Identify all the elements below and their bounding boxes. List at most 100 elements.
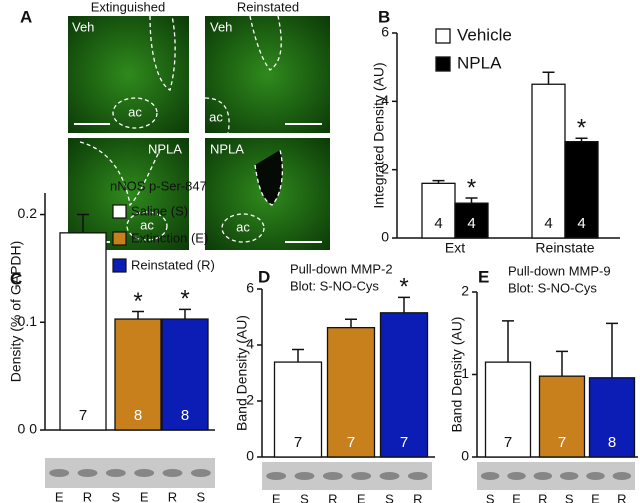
error-bar <box>432 179 445 184</box>
n-label: 4 <box>577 215 585 232</box>
error-bar <box>556 350 568 377</box>
panel-label: D <box>258 267 270 286</box>
lane-label: R <box>83 489 92 503</box>
lane-label: R <box>538 491 547 503</box>
y-axis-label: Band Density (AU) <box>234 315 250 431</box>
image-label: Veh <box>210 19 232 34</box>
blot-band <box>379 472 400 480</box>
y-tick-label: 0 0 <box>18 421 38 437</box>
legend-label: NPLA <box>457 53 502 72</box>
lane-label: S <box>385 491 394 503</box>
y-tick-label: 4 <box>381 92 389 108</box>
blot-image <box>45 458 215 488</box>
legend-label: Saline (S) <box>131 203 188 218</box>
y-tick-label: 2 <box>246 392 254 408</box>
error-bar <box>575 137 588 142</box>
bar <box>484 361 532 458</box>
error-bar <box>465 197 478 204</box>
blot-band <box>351 472 372 480</box>
x-tick-label: Ext <box>445 240 465 256</box>
blot-band <box>190 469 211 477</box>
error-bar <box>542 71 555 85</box>
chart-title: nNOS p-Ser-847 <box>110 178 207 193</box>
blot-band <box>586 472 605 480</box>
y-tick-label: 6 <box>246 280 254 296</box>
blot-image <box>262 462 432 490</box>
legend-label: Reinstated (R) <box>131 257 215 272</box>
blot-band <box>322 472 343 480</box>
y-tick-label: 1 <box>461 365 469 381</box>
lane-label: R <box>617 491 626 503</box>
lane-label: R <box>328 491 337 503</box>
lane-label: R <box>413 491 422 503</box>
y-tick-label: 0 <box>461 448 469 464</box>
bar <box>59 232 107 431</box>
panel-label: A <box>20 7 32 26</box>
error-bar <box>179 308 191 320</box>
micrograph: NPLA ac <box>68 138 189 250</box>
error-bar <box>398 296 410 313</box>
lane-label: E <box>272 491 281 503</box>
n-label: 7 <box>504 434 512 451</box>
n-label: 8 <box>134 407 142 424</box>
micrograph: Veh ac <box>204 15 330 134</box>
bar <box>564 140 599 239</box>
micrograph: Veh ac <box>68 15 189 133</box>
legend-swatch <box>112 204 127 219</box>
panel-label: B <box>378 7 390 26</box>
chart-title: Pull-down MMP-9 <box>508 263 611 278</box>
blot-band <box>266 472 287 480</box>
bar <box>538 375 586 458</box>
y-tick-label: 0 <box>246 448 254 464</box>
panel-label: C <box>10 269 22 288</box>
bar <box>379 312 429 458</box>
panel-label: E <box>478 267 489 286</box>
error-bar <box>292 348 304 363</box>
lane-label: R <box>168 489 177 503</box>
blot-band <box>77 469 98 477</box>
n-label: 7 <box>400 434 408 451</box>
blot-band <box>162 469 183 477</box>
y-axis-label: Integrated Density (AU) <box>371 62 387 208</box>
legend-label: Extinction (E) <box>131 230 208 245</box>
lane-label: E <box>591 491 600 503</box>
column-title: Extinguished <box>91 0 165 14</box>
column-title: Reinstated <box>237 0 299 14</box>
significance-marker: * <box>467 174 476 201</box>
blot-band <box>612 472 632 480</box>
error-bar <box>502 320 514 363</box>
lane-label: S <box>111 489 120 503</box>
bar <box>421 182 456 239</box>
blot-band <box>480 472 500 480</box>
error-bar <box>345 318 357 328</box>
n-label: 8 <box>608 434 616 451</box>
lane-label: E <box>357 491 366 503</box>
image-label: NPLA <box>210 141 244 156</box>
blot-band <box>559 472 579 480</box>
n-label: 7 <box>294 434 302 451</box>
lane-label: S <box>300 491 309 503</box>
n-label: 7 <box>558 434 566 451</box>
image-label: NPLA <box>148 141 182 156</box>
error-bar <box>132 310 144 320</box>
lane-label: S <box>196 489 205 503</box>
lane-label: S <box>565 491 574 503</box>
error-bar <box>606 322 618 378</box>
y-tick-label: 4 <box>246 336 254 352</box>
legend-swatch <box>112 231 127 246</box>
significance-marker: * <box>577 115 586 142</box>
legend-swatch <box>112 258 127 273</box>
y-tick-label: 0.1 <box>18 313 38 329</box>
region-label: ac <box>236 219 250 234</box>
significance-marker: * <box>399 274 408 301</box>
bar <box>588 377 636 458</box>
blot-band <box>507 472 526 480</box>
y-tick-label: 2 <box>461 283 469 299</box>
legend-swatch <box>435 28 451 44</box>
lane-label: E <box>55 489 64 503</box>
chart-title: Pull-down MMP-2 <box>290 261 393 276</box>
n-label: 7 <box>79 407 87 424</box>
blot-band <box>533 472 553 480</box>
blot-band <box>49 469 70 477</box>
